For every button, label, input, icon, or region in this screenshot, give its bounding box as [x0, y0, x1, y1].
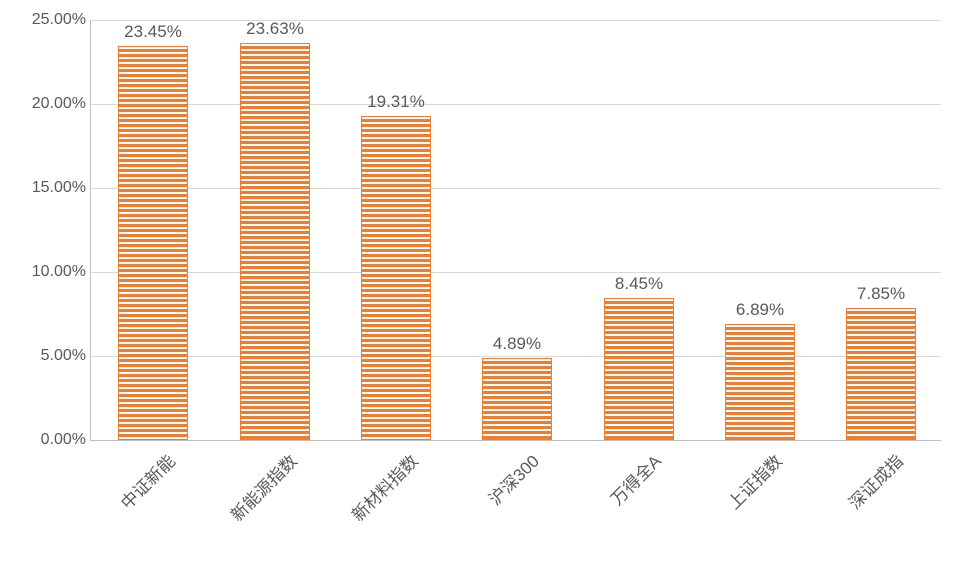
- bar-chart: 0.00% 5.00% 10.00% 15.00% 20.00% 25.00% …: [0, 0, 962, 578]
- y-tick-label: 10.00%: [6, 263, 86, 281]
- plot-area: 23.45% 23.63% 19.31% 4.89% 8.45% 6.89%: [90, 20, 941, 441]
- bar-value-label: 23.45%: [83, 22, 223, 42]
- bar: [482, 358, 552, 440]
- bar: [846, 308, 916, 440]
- bar-value-label: 4.89%: [447, 334, 587, 354]
- bar: [361, 116, 431, 440]
- x-tick-label: 新能源指数: [213, 448, 301, 536]
- y-tick-label: 20.00%: [6, 95, 86, 113]
- y-tick-label: 25.00%: [6, 11, 86, 29]
- bar-value-label: 6.89%: [690, 300, 830, 320]
- bar: [725, 324, 795, 440]
- x-tick-label: 中证新能: [98, 448, 179, 529]
- x-tick-label: 万得全A: [584, 448, 665, 529]
- bar-value-label: 8.45%: [569, 274, 709, 294]
- bar-value-label: 7.85%: [811, 284, 951, 304]
- bars-group: 23.45% 23.63% 19.31% 4.89% 8.45% 6.89%: [91, 20, 941, 440]
- x-tick-label: 深证成指: [826, 448, 907, 529]
- x-tick-label: 上证指数: [705, 448, 786, 529]
- bar-value-label: 23.63%: [205, 19, 345, 39]
- y-tick-label: 0.00%: [6, 431, 86, 449]
- y-tick-label: 15.00%: [6, 179, 86, 197]
- x-tick-label: 新材料指数: [334, 448, 422, 536]
- bar: [240, 43, 310, 440]
- y-tick-label: 5.00%: [6, 347, 86, 365]
- x-tick-label: 沪深300: [462, 448, 543, 529]
- bar: [118, 46, 188, 440]
- bar-value-label: 19.31%: [326, 92, 466, 112]
- bar: [604, 298, 674, 440]
